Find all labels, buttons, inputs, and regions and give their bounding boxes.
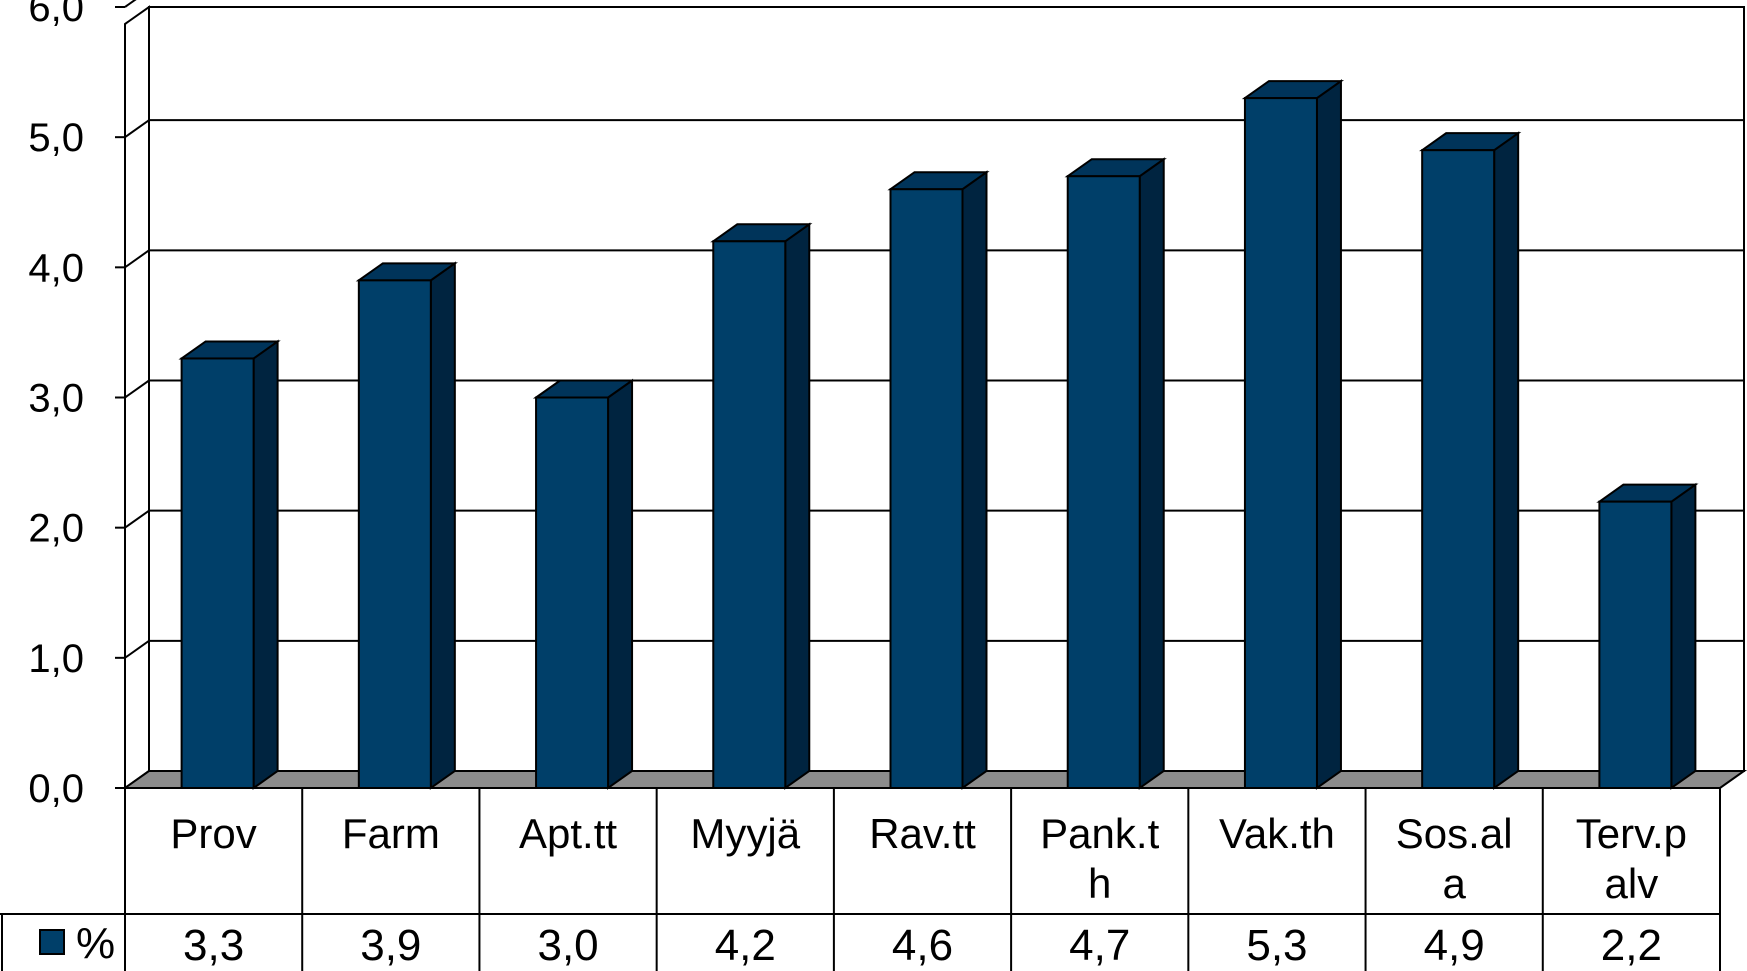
- data-value-label: 2,2: [1601, 921, 1662, 970]
- bar-side: [429, 261, 456, 790]
- x-category-label: a: [1442, 860, 1466, 907]
- x-category-label: Apt.tt: [519, 810, 617, 857]
- x-category-label: Farm: [342, 810, 440, 857]
- bar-side: [1315, 79, 1342, 790]
- bar-front: [1598, 500, 1673, 789]
- bar-side: [1138, 157, 1165, 790]
- legend-label: %: [76, 919, 115, 968]
- bar-side: [607, 378, 634, 790]
- bar-front: [180, 357, 255, 789]
- x-category-label: Pank.t: [1040, 810, 1159, 857]
- y-tick-labels: 0,0 1,0 2,0 3,0 4,0 5,0 6,0: [28, 0, 84, 811]
- bar-front: [1243, 97, 1318, 790]
- bar-front: [1421, 149, 1496, 789]
- y-axis: [115, 6, 126, 789]
- bar-side: [252, 339, 279, 790]
- x-category-label: h: [1088, 860, 1111, 907]
- bar: [1596, 482, 1699, 790]
- y-tick-label: 5,0: [28, 116, 84, 160]
- bar-front: [712, 240, 787, 790]
- gridline-side: [124, 249, 150, 269]
- x-category-label: Sos.al: [1396, 810, 1513, 857]
- y-tick-label: 1,0: [28, 637, 84, 681]
- gridline-side: [124, 509, 150, 529]
- y-tick-label: 6,0: [28, 0, 84, 30]
- bar: [355, 261, 458, 790]
- data-value-label: 4,2: [715, 921, 776, 970]
- bars: [178, 79, 1699, 790]
- gridline-side: [124, 379, 150, 399]
- bar-front: [357, 279, 432, 789]
- side-wall: [124, 5, 150, 790]
- bar-side: [961, 170, 988, 790]
- bar: [710, 222, 813, 790]
- data-value-label: 5,3: [1246, 921, 1307, 970]
- data-table: Prov Farm Apt.tt Myyjä Rav.tt Pank.th Vak.th So…: [0, 787, 1721, 971]
- bar: [1241, 79, 1345, 790]
- legend-swatch: [39, 929, 65, 955]
- bar-front: [535, 396, 610, 789]
- y-tick-label: 4,0: [28, 246, 84, 290]
- legend: %: [39, 919, 115, 968]
- y-tick-label: 0,0: [28, 767, 84, 811]
- bar: [1419, 131, 1522, 790]
- data-value-label: 3,3: [183, 921, 244, 970]
- y-tick-label: 2,0: [28, 507, 84, 551]
- data-value-label: 3,9: [360, 921, 421, 970]
- y-tick-label: 3,0: [28, 377, 84, 421]
- bar-front: [1066, 175, 1141, 789]
- x-category-label: Rav.tt: [869, 810, 976, 857]
- data-value-label: 3,0: [537, 921, 598, 970]
- bar: [532, 378, 636, 790]
- bar: [178, 339, 281, 790]
- gridline-side: [124, 0, 137, 8]
- x-category-label: Terv.p: [1576, 810, 1687, 857]
- data-value-label: 4,9: [1424, 921, 1485, 970]
- x-category-label: Myyjä: [690, 810, 800, 857]
- x-category-label: alv: [1605, 860, 1659, 907]
- bar: [1064, 157, 1167, 790]
- x-category-label: Vak.th: [1219, 810, 1335, 857]
- x-category-label: Prov: [170, 810, 256, 857]
- gridline-side: [124, 119, 150, 138]
- bar-side: [784, 222, 811, 790]
- data-value-label: 4,6: [892, 921, 953, 970]
- bar-side: [1493, 131, 1520, 790]
- bar-front: [889, 188, 964, 789]
- gridline-side: [124, 640, 150, 659]
- bar: [887, 170, 990, 790]
- bar-side: [1670, 482, 1697, 790]
- data-value-label: 4,7: [1069, 921, 1130, 970]
